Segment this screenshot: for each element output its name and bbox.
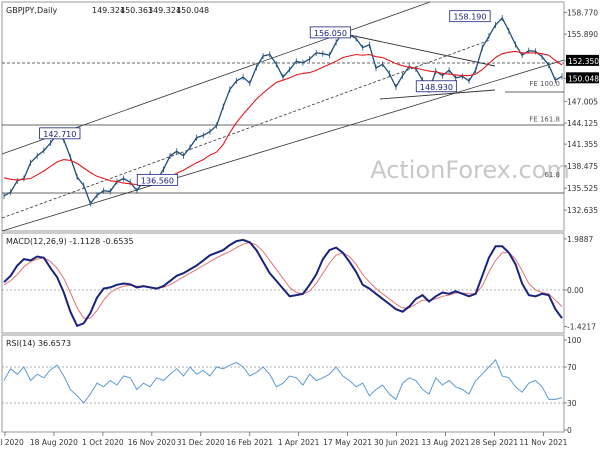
price-tick-label: 155.890 — [567, 30, 598, 39]
watermark: ActionForex.com — [370, 156, 570, 184]
rsi-layer — [2, 358, 564, 404]
price-axis: 158.770 155.890 152.350 150.048 147.005 144.1… — [564, 8, 599, 215]
x-tick-label: 18 Aug 2020 — [30, 438, 78, 447]
rsi-tick-label: 70 — [567, 363, 577, 372]
price-tick-label: 135.525 — [567, 184, 598, 193]
macd-line — [3, 238, 563, 328]
macd-tick-label: 0.00 — [567, 286, 584, 295]
price-tick-label: 158.770 — [567, 8, 598, 17]
ohlc-open: 149.324 — [92, 6, 125, 15]
fib-label: FE 161.8 — [529, 116, 560, 124]
macd-tick-label: 1.9887 — [567, 235, 593, 244]
channel-lower-line — [1, 59, 565, 232]
fib-label: FE 100.0 — [529, 80, 560, 88]
price-annotation: 136.560 — [136, 173, 179, 186]
price-tick-label: 141.355 — [567, 140, 598, 149]
price-panel-title: GBPJPY,Daily — [6, 6, 57, 15]
macd-panel-title: MACD(12,26,9) -1.1128 -0.6535 — [6, 237, 134, 246]
annotation-box — [449, 10, 491, 23]
rsi-axis: 100 70 30 0 — [564, 336, 582, 435]
rsi-panel-title: RSI(14) 36.6573 — [6, 339, 71, 348]
x-tick-label: 13 Aug 2021 — [421, 438, 469, 447]
price-annotation: 142.710 — [39, 127, 81, 140]
rsi-line — [3, 358, 563, 404]
rsi-tick-label: 100 — [567, 336, 582, 345]
price-layer — [3, 15, 563, 207]
macd-panel-frame — [1, 232, 565, 334]
marker-price-tag: 152.350 — [566, 54, 599, 66]
x-tick-label: 3 Jul 2020 — [0, 438, 24, 447]
current-price-tag-box — [566, 72, 599, 84]
ohlc-close: 150.048 — [176, 6, 209, 15]
price-tick-label: 144.125 — [567, 119, 598, 128]
price-annotation: 148.930 — [415, 80, 458, 93]
macd-axis: 1.9887 0.00 -1.4217 — [564, 235, 596, 331]
macd-layer — [2, 238, 564, 328]
price-annotation: 156.050 — [309, 26, 352, 39]
ohlc-low: 149.324 — [148, 6, 181, 15]
moving-average-line — [3, 50, 563, 186]
wedge-upper-line — [344, 33, 496, 67]
x-tick-label: 28 Sep 2021 — [471, 438, 519, 447]
price-tick-label: 147.005 — [567, 97, 598, 106]
ohlc-high: 150.363 — [120, 6, 153, 15]
rsi-tick-label: 0 — [567, 426, 572, 435]
price-panel-frame — [1, 1, 565, 232]
annotation-label: 148.930 — [420, 83, 453, 92]
x-tick-label: 17 May 2021 — [323, 438, 372, 447]
x-tick-label: 16 Feb 2021 — [226, 438, 273, 447]
price-tick-label: 138.475 — [567, 162, 598, 171]
x-tick-label: 31 Dec 2020 — [177, 438, 225, 447]
annotation-label: 156.050 — [314, 29, 347, 38]
x-tick-label: 16 Nov 2020 — [128, 438, 176, 447]
fib-label: 61.8 — [544, 171, 560, 179]
annotation-box — [415, 80, 458, 93]
current-price-tag: 150.048 — [566, 72, 599, 84]
x-tick-label: 1 Oct 2020 — [82, 438, 124, 447]
marker-price-tag-label: 152.350 — [568, 57, 599, 66]
annotation-box — [39, 127, 81, 140]
price-ohlc: 149.324 150.363 149.324 150.048 — [92, 6, 209, 15]
x-tick-label: 11 Nov 2021 — [519, 438, 567, 447]
macd-tick-label: -1.4217 — [567, 322, 596, 331]
annotation-box — [136, 173, 179, 186]
x-tick-label: 30 Jun 2021 — [374, 438, 419, 447]
annotation-label: 142.710 — [43, 130, 76, 139]
current-price-tag-label: 150.048 — [568, 74, 599, 83]
x-tick-label: 1 Apr 2021 — [278, 438, 320, 447]
price-annotations: 158.190 156.050 142.710 136.560 148.930 FE 10… — [39, 10, 560, 186]
wedge-lower-line — [379, 89, 496, 100]
macd-signal-line — [3, 241, 563, 319]
price-annotation: 158.190 — [449, 10, 491, 23]
annotation-label: 158.190 — [453, 13, 486, 22]
price-tick-label: 132.635 — [567, 206, 598, 215]
rsi-tick-label: 30 — [567, 399, 577, 408]
annotation-box — [309, 26, 352, 39]
annotation-label: 136.560 — [141, 176, 174, 185]
x-axis: 3 Jul 2020 18 Aug 2020 1 Oct 2020 16 Nov 20… — [0, 432, 568, 447]
marker-price-tag-box — [566, 54, 599, 66]
